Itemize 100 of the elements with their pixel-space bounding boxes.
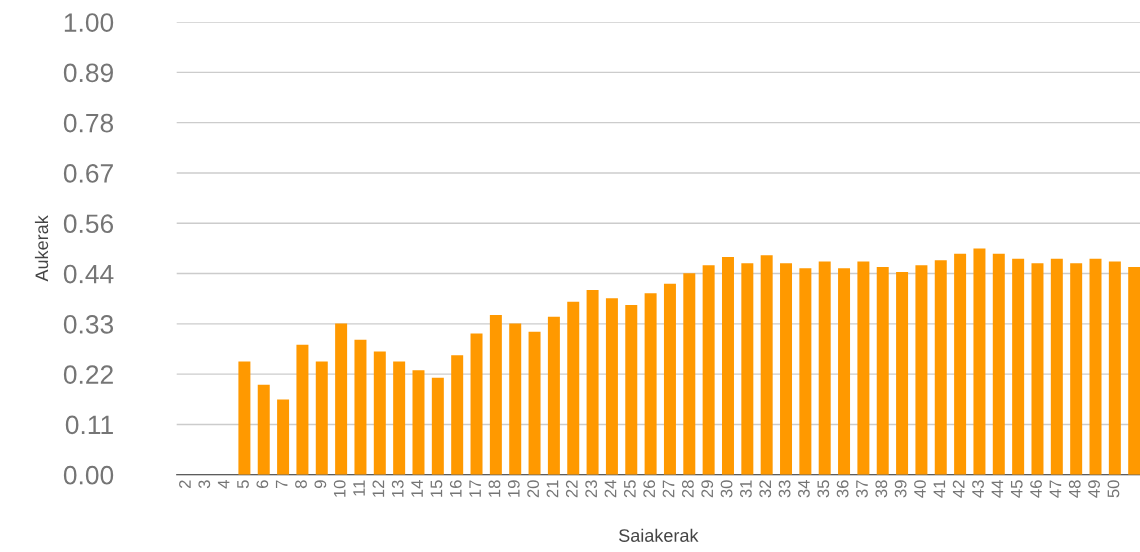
x-tick-label: 20 — [527, 480, 540, 498]
x-tick-label: 48 — [1068, 480, 1081, 498]
x-tick-label: 45 — [1010, 480, 1023, 498]
x-tick-label: 14 — [411, 480, 423, 497]
y-tick-label: 0.67 — [63, 164, 113, 183]
bar — [1031, 263, 1044, 475]
x-tick-label: 9 — [314, 480, 327, 489]
bar — [799, 268, 812, 475]
bar — [586, 290, 599, 475]
x-tick-label: 3 — [198, 480, 211, 489]
bar — [818, 261, 831, 475]
bar — [663, 283, 676, 475]
x-tick-label: 10 — [333, 480, 346, 497]
y-tick-label: 0.22 — [63, 365, 113, 384]
y-tick-label: 0.89 — [63, 63, 113, 83]
bar — [915, 265, 928, 475]
x-tick-label: 16 — [449, 480, 462, 497]
y-axis-title: Aukerak — [34, 215, 49, 282]
bar — [973, 248, 986, 475]
x-tick-label: 37 — [856, 480, 868, 498]
bar — [1108, 261, 1121, 475]
x-tick-label: 42 — [952, 480, 965, 498]
bar — [896, 271, 909, 475]
bar — [760, 255, 773, 475]
bar — [741, 263, 754, 475]
bar — [934, 260, 947, 475]
x-tick-label: 17 — [469, 480, 481, 497]
x-tick-label: 34 — [798, 480, 810, 498]
bar — [857, 261, 870, 475]
x-tick-label: 27 — [662, 480, 675, 498]
x-tick-label: 44 — [991, 480, 1004, 498]
bar — [509, 323, 522, 475]
bar — [1089, 258, 1102, 475]
x-tick-label: 31 — [740, 480, 752, 498]
bar — [547, 316, 560, 475]
bar — [876, 266, 889, 475]
x-tick-label: 23 — [585, 480, 598, 498]
x-tick-label: 26 — [643, 480, 656, 498]
bar — [838, 268, 851, 475]
x-tick-label: 32 — [759, 480, 772, 498]
bar — [644, 293, 657, 475]
y-tick-label: 0.56 — [63, 214, 114, 234]
x-tick-label: 12 — [372, 480, 385, 497]
x-tick-label: 40 — [914, 480, 926, 498]
bar — [335, 323, 348, 475]
x-tick-label: 5 — [237, 480, 249, 489]
x-tick-label: 47 — [1049, 480, 1062, 498]
x-tick-label: 8 — [295, 480, 307, 489]
x-tick-label: 13 — [391, 480, 404, 497]
bar — [315, 361, 328, 475]
x-tick-label: 36 — [836, 480, 849, 498]
bar — [470, 333, 483, 475]
x-tick-label: 18 — [488, 480, 501, 497]
bar — [1012, 258, 1025, 475]
x-tick-label: 22 — [565, 480, 578, 498]
bar — [373, 351, 386, 475]
x-tick-label: 38 — [875, 480, 888, 498]
x-tick-label: 50 — [1107, 480, 1120, 498]
y-tick-label: 0.78 — [63, 113, 114, 133]
x-tick-label: 2 — [179, 480, 191, 489]
bar — [296, 344, 309, 475]
y-tick-label: 0.11 — [65, 415, 113, 435]
x-tick-label: 46 — [1030, 480, 1042, 498]
y-tick-label: 0.44 — [63, 264, 114, 284]
bar — [702, 265, 715, 475]
bar — [1128, 266, 1140, 475]
x-axis-title: Saiakerak — [619, 528, 699, 542]
bar — [625, 304, 638, 475]
bar — [992, 253, 1005, 475]
x-tick-label: 15 — [430, 480, 443, 497]
bar — [721, 257, 734, 475]
bar — [489, 314, 502, 475]
x-tick-label: 6 — [256, 480, 269, 488]
bar — [257, 384, 270, 475]
bar — [1050, 258, 1063, 475]
bar — [277, 399, 290, 475]
x-tick-label: 33 — [778, 480, 791, 498]
y-tick-label: 1.00 — [64, 13, 114, 32]
x-tick-label: 41 — [933, 480, 946, 498]
bar — [567, 301, 580, 475]
x-tick-label: 7 — [275, 480, 288, 488]
bar — [393, 361, 406, 475]
bar — [431, 377, 444, 475]
x-tick-label: 43 — [972, 480, 984, 498]
bar — [412, 370, 425, 475]
x-tick-label: 11 — [353, 480, 365, 496]
x-tick-label: 4 — [217, 480, 230, 489]
bar — [451, 355, 464, 475]
bar — [780, 263, 793, 475]
x-tick-label: 30 — [720, 480, 733, 498]
x-tick-label: 35 — [817, 480, 830, 498]
x-tick-label: 39 — [894, 480, 907, 498]
bar — [683, 273, 696, 475]
x-tick-label: 49 — [1088, 480, 1100, 498]
x-tick-label: 19 — [507, 480, 520, 497]
x-tick-label: 24 — [604, 480, 617, 498]
x-tick-label: 21 — [546, 480, 559, 498]
bar — [1070, 263, 1083, 475]
y-tick-label: 0.33 — [63, 314, 114, 334]
y-tick-label: 0.00 — [63, 465, 114, 485]
